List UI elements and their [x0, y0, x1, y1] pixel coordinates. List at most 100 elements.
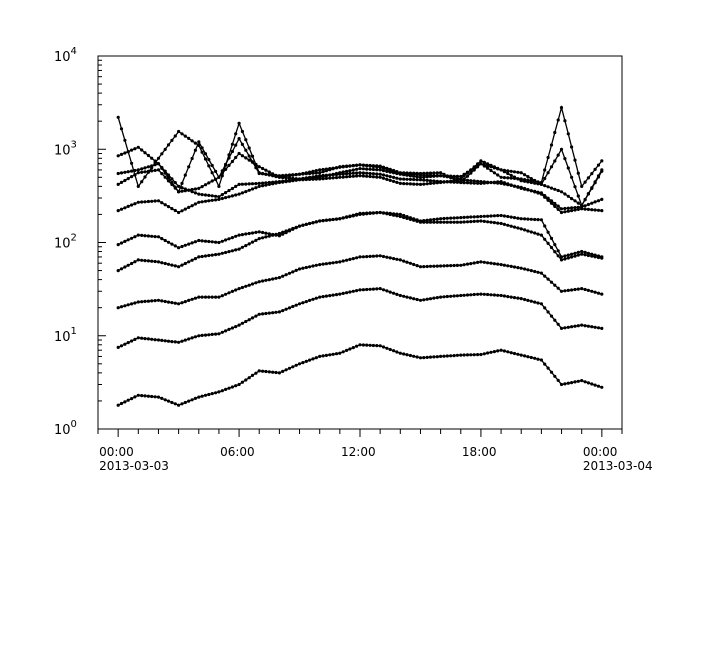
data-point — [187, 260, 191, 264]
y-tick-exponent: 4 — [71, 46, 77, 57]
data-point — [465, 293, 470, 297]
data-point — [546, 310, 550, 314]
data-point — [523, 187, 527, 191]
data-point — [301, 223, 305, 227]
data-point — [267, 173, 271, 177]
data-point — [257, 165, 261, 169]
data-point — [156, 156, 161, 160]
data-point — [240, 182, 244, 186]
data-point — [271, 180, 275, 184]
data-point — [119, 127, 124, 131]
data-point — [351, 171, 355, 175]
data-point — [570, 325, 574, 329]
data-point — [549, 314, 554, 318]
data-point — [116, 171, 120, 176]
data-point — [240, 285, 244, 290]
data-point — [563, 206, 567, 211]
data-point — [358, 211, 362, 215]
data-point — [140, 167, 144, 171]
data-point — [526, 229, 530, 233]
data-point — [576, 253, 580, 257]
data-point — [476, 162, 480, 166]
data-point — [146, 169, 150, 173]
data-point — [385, 174, 389, 178]
data-point — [412, 354, 416, 358]
data-point — [314, 296, 318, 300]
data-point — [304, 222, 308, 226]
data-point — [368, 171, 372, 176]
data-point — [250, 187, 255, 191]
data-point — [136, 393, 140, 397]
y-tick-base: 10 — [54, 143, 71, 158]
data-point — [586, 176, 591, 180]
data-point — [442, 216, 446, 221]
data-point — [455, 176, 459, 180]
data-point — [486, 351, 490, 355]
data-point — [378, 254, 382, 258]
data-point — [395, 257, 399, 261]
series-line — [118, 162, 603, 210]
data-point — [287, 178, 292, 182]
data-point — [173, 208, 177, 213]
data-point — [526, 355, 530, 359]
data-point — [163, 175, 167, 179]
data-point — [392, 175, 396, 179]
data-point — [418, 173, 423, 177]
data-point — [526, 180, 530, 184]
data-point — [536, 232, 540, 236]
data-point — [247, 283, 251, 287]
data-point — [368, 164, 372, 168]
data-point — [381, 166, 386, 170]
data-point — [435, 220, 439, 224]
data-point — [341, 175, 345, 179]
data-point — [395, 170, 399, 174]
data-point — [489, 163, 493, 167]
data-point — [126, 263, 130, 267]
data-point — [311, 297, 315, 301]
data-point — [439, 217, 443, 221]
data-point — [371, 167, 375, 172]
data-point — [381, 173, 386, 177]
data-point — [405, 172, 409, 176]
data-point — [371, 287, 375, 291]
data-point — [207, 199, 211, 203]
data-point — [392, 169, 396, 173]
data-point — [234, 155, 238, 160]
data-point — [254, 371, 258, 375]
data-point — [593, 200, 597, 204]
data-point — [130, 161, 134, 165]
data-point — [247, 231, 251, 236]
data-point — [365, 255, 369, 259]
data-point — [281, 232, 285, 236]
data-point — [563, 254, 567, 258]
data-point — [519, 171, 523, 175]
data-point — [234, 288, 238, 292]
data-point — [549, 199, 554, 203]
data-point — [301, 177, 305, 181]
data-point — [492, 171, 496, 175]
data-point — [422, 178, 426, 182]
data-point — [328, 294, 332, 298]
data-point — [240, 129, 244, 134]
data-point — [254, 182, 258, 186]
data-point — [214, 198, 218, 202]
data-point — [284, 173, 288, 177]
data-point — [469, 181, 473, 185]
data-point — [166, 240, 171, 244]
data-point — [197, 238, 201, 243]
data-point — [197, 186, 201, 190]
data-point — [341, 216, 345, 220]
data-point — [549, 186, 554, 190]
data-point — [432, 220, 436, 224]
data-point — [442, 180, 446, 184]
data-point — [224, 250, 228, 255]
data-point — [573, 158, 577, 162]
data-point — [586, 324, 591, 328]
data-point — [469, 262, 473, 266]
data-point — [254, 230, 258, 234]
data-point — [334, 217, 339, 221]
data-point — [509, 169, 513, 173]
data-point — [512, 296, 517, 300]
data-point — [543, 184, 547, 188]
